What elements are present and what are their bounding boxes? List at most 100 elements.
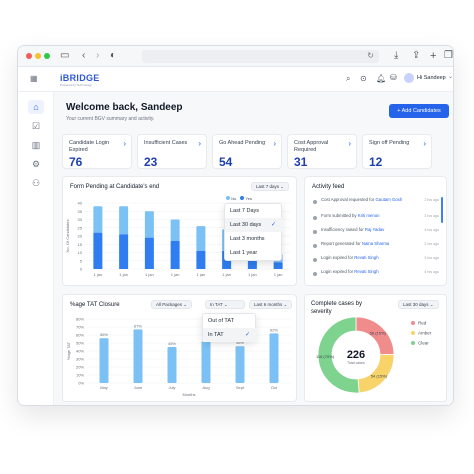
- y-axis-label: %age TAT: [66, 341, 71, 360]
- y-tick-label: 10%: [76, 373, 84, 378]
- package-dropdown[interactable]: All Packages ⌄: [151, 300, 193, 309]
- tat-chart-title: %age TAT Closure: [70, 302, 120, 308]
- stat-card-cost-approval[interactable]: Cost Approval Required 31 ›: [287, 134, 357, 169]
- sidebar-item-reports[interactable]: ▥: [28, 138, 44, 152]
- menu-item-last-30-days[interactable]: Last 30 days: [230, 222, 262, 228]
- help-icon[interactable]: ⊙: [360, 74, 367, 83]
- download-icon[interactable]: ⤓: [394, 50, 399, 61]
- period-dropdown-menu: Last 7 Days Last 30 days ✓ Last 3 months…: [224, 203, 283, 261]
- activity-user-link[interactable]: Gautam Gosh: [375, 197, 403, 202]
- activity-item[interactable]: Form submitted by Kriti menon 3 hrs ago: [311, 213, 439, 225]
- sidebar-item-settings[interactable]: ⚙: [28, 157, 44, 171]
- shield-icon[interactable]: ◐: [110, 50, 117, 61]
- activity-description: Report generated for: [321, 241, 361, 246]
- activity-text: Form submitted by Kriti menon: [321, 213, 411, 219]
- sidebar-item-tasks[interactable]: ☑: [28, 119, 44, 133]
- add-user-icon: ⚇: [31, 178, 41, 188]
- sidebar-item-home[interactable]: ⌂: [28, 100, 44, 114]
- y-tick-label: 20: [78, 234, 83, 239]
- forward-icon[interactable]: ›: [96, 50, 100, 61]
- slice-data-label: 54 (15%): [371, 373, 388, 378]
- x-tick-label: 1 jan: [94, 272, 103, 277]
- bar-no: [93, 206, 103, 233]
- activity-user-link[interactable]: Naina Sharma: [361, 241, 390, 246]
- activity-description: Login expired for: [321, 269, 354, 274]
- y-tick-label: 35: [78, 209, 83, 214]
- stat-label: Cost Approval Required: [294, 140, 329, 153]
- bell-icon[interactable]: 🔔︎: [376, 74, 387, 83]
- activity-item[interactable]: Login expired for Revati Singh 4 hrs ago: [311, 269, 439, 281]
- activity-user-link[interactable]: Revati Singh: [354, 255, 379, 260]
- add-candidates-button[interactable]: + Add Candidates: [389, 104, 449, 118]
- legend-swatch-yes: [240, 196, 245, 200]
- bar: [167, 347, 177, 383]
- pending-period-dropdown[interactable]: Last 7 days ⌄: [251, 182, 290, 191]
- tat-status-dropdown[interactable]: In TAT ⌄: [205, 300, 245, 309]
- activity-feed-card: Activity feed Cost Approval requested fo…: [304, 176, 447, 286]
- legend-swatch-red: [411, 321, 415, 325]
- bar-yes: [247, 260, 257, 269]
- bullet-icon: [313, 216, 317, 220]
- activity-scrollbar[interactable]: [441, 197, 443, 223]
- reload-icon[interactable]: ↻: [367, 51, 374, 60]
- y-tick-label: 70%: [76, 325, 84, 330]
- donut-total-label: Total cases: [347, 361, 365, 365]
- activity-user-link[interactable]: Raj Yadav: [364, 227, 385, 232]
- activity-text: Login expired for Revati Singh: [321, 255, 411, 261]
- search-icon[interactable]: ⌕: [346, 74, 351, 83]
- legend-swatch-clear: [411, 341, 415, 345]
- legend-label-red: Red: [418, 321, 427, 326]
- stat-card-sign-off[interactable]: Sign off Pending 12 ›: [362, 134, 432, 169]
- activity-item[interactable]: Report generated for Naina Sharma 2 hrs …: [311, 241, 439, 253]
- sidebar-toggle-icon[interactable]: ▭: [60, 50, 70, 61]
- tat-period-dropdown[interactable]: Last 6 months ⌄: [249, 300, 293, 309]
- y-tick-label: 30%: [76, 357, 84, 362]
- activity-item[interactable]: Login expired for Revati Singh 3 hrs ago: [311, 255, 439, 267]
- menu-item-last-1-year[interactable]: Last 1 year: [230, 250, 258, 256]
- severity-period-dropdown[interactable]: Last 30 days ⌄: [398, 300, 439, 309]
- y-axis-label: No. Of Candidates: [65, 220, 70, 253]
- apps-grid-icon[interactable]: ▦: [30, 74, 38, 83]
- activity-user-link[interactable]: Revati Singh: [354, 269, 379, 274]
- activity-text: Login expired for Revati Singh: [321, 269, 411, 275]
- legend-swatch-amber: [411, 331, 415, 335]
- stat-label: Insufficient Cases: [144, 140, 188, 146]
- activity-item[interactable]: Cost Approval requested for Gautam Gosh …: [311, 197, 439, 209]
- y-tick-label: 0%: [78, 381, 84, 386]
- activity-item[interactable]: Insufficiency raised for Raj Yadav 4 hrs…: [311, 227, 439, 239]
- severity-chart-title: Complete cases by severity: [311, 301, 363, 315]
- maximize-window-icon[interactable]: [44, 53, 50, 59]
- x-tick-label: 1 jan: [145, 272, 154, 277]
- x-axis-label: Months: [182, 392, 195, 397]
- close-window-icon[interactable]: [26, 53, 32, 59]
- tokens-icon[interactable]: ⛁: [390, 73, 397, 82]
- menu-item-last-7-days[interactable]: Last 7 Days: [230, 208, 260, 214]
- stat-label: Sign off Pending: [369, 140, 410, 146]
- activity-user-link[interactable]: Kriti menon: [357, 213, 380, 218]
- address-bar[interactable]: ↻: [142, 50, 379, 63]
- back-icon[interactable]: ‹: [82, 50, 86, 61]
- pending-chart-card: Form Pending at Candidate's end Last 7 d…: [62, 176, 297, 286]
- chevron-right-icon: ›: [198, 139, 201, 148]
- new-tab-icon[interactable]: +: [430, 50, 437, 62]
- menu-item-in-tat[interactable]: In TAT: [208, 332, 224, 338]
- y-tick-label: 20%: [76, 365, 84, 370]
- sidebar-item-users[interactable]: ⚇: [28, 176, 44, 190]
- minimize-window-icon[interactable]: [35, 53, 41, 59]
- menu-item-last-3-months[interactable]: Last 3 months: [230, 236, 265, 242]
- stat-card-login-expired[interactable]: Candidate Login Expired 76 ›: [62, 134, 132, 169]
- menu-item-out-of-tat[interactable]: Out of TAT: [208, 318, 234, 324]
- chevron-right-icon: ›: [348, 139, 351, 148]
- tabs-icon[interactable]: ❐: [444, 50, 453, 61]
- share-icon[interactable]: ⇪: [412, 50, 421, 61]
- bar: [269, 333, 279, 383]
- avatar[interactable]: [404, 73, 414, 83]
- chevron-down-icon[interactable]: ⌄: [448, 74, 454, 80]
- dashboard-main: Welcome back, Sandeep Your current BGV s…: [54, 92, 453, 405]
- bar: [133, 329, 143, 383]
- chevron-right-icon: ›: [423, 139, 426, 148]
- user-greeting[interactable]: Hi Sandeep: [417, 75, 446, 81]
- stat-card-insufficient[interactable]: Insufficient Cases 23 ›: [137, 134, 207, 169]
- stat-card-go-ahead[interactable]: Go Ahead Pending 54 ›: [212, 134, 282, 169]
- y-tick-label: 50%: [76, 341, 84, 346]
